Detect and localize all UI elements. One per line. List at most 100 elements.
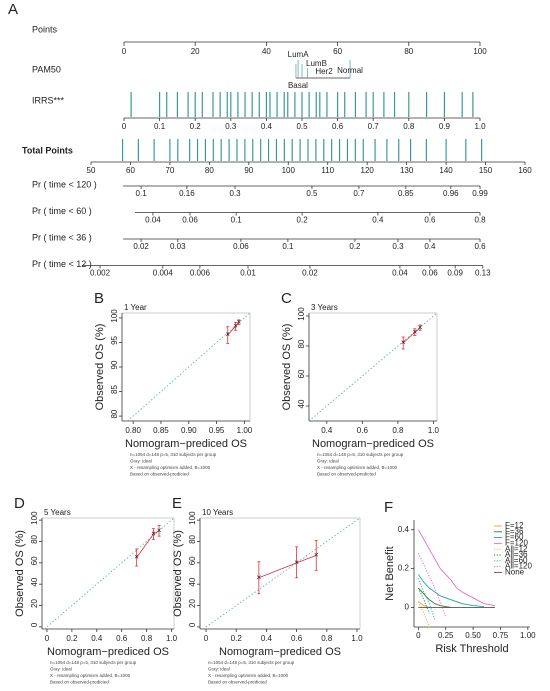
tick-label: 60 [333, 47, 342, 56]
y-tick-label: 90 [110, 360, 119, 369]
tick-label: 0.13 [475, 269, 491, 278]
level-label: LumA [288, 50, 310, 59]
note: X - resampling optimism added, B=1000 [50, 673, 131, 678]
tick-label: 0.3 [225, 122, 237, 131]
dca-line [417, 529, 496, 607]
y-tick-label: 0.2 [398, 564, 410, 573]
x-tick-label: 1.0 [428, 426, 440, 435]
tick-label: 0.8 [474, 216, 486, 225]
tick-label: 0.9 [439, 122, 451, 131]
point-mark: × [294, 558, 299, 567]
x-tick-label: 0 [204, 634, 209, 643]
tick-label: 20 [191, 47, 200, 56]
x-tick-label: 0.2 [231, 634, 243, 643]
note: Gray: ideal [130, 459, 152, 464]
legend-label: F=12 [505, 521, 524, 530]
x-tick-label: 0.2 [66, 634, 78, 643]
panel-letter: F [384, 499, 393, 516]
legend-label: All=12 [505, 544, 528, 553]
row-label: Pr ( time < 60 ) [32, 206, 92, 216]
tick-label: 80 [205, 166, 214, 175]
legend-label: All=120 [505, 562, 532, 571]
x-axis-label: Nomogram−prediced OS [219, 646, 341, 658]
point-mark: × [412, 328, 417, 337]
y-tick-label: 60 [30, 556, 39, 565]
x-tick-label: 0.4 [321, 426, 333, 435]
tick-label: 50 [87, 166, 96, 175]
tick-label: 0.1 [136, 189, 148, 198]
note: n=1054 d=148 p=5, 310 subjects per group [208, 660, 295, 665]
point-mark: × [401, 338, 406, 347]
y-tick-label: 40 [297, 399, 306, 408]
point-mark: × [134, 553, 139, 562]
x-axis-label: Nomogram−prediced OS [125, 438, 247, 450]
x-axis-label: Risk Threshold [435, 643, 508, 655]
tick-label: 0.006 [190, 269, 211, 278]
note: X - resampling optimism added, B=1000 [317, 465, 398, 470]
y-axis-label: Observed OS (%) [14, 530, 26, 617]
level-label: Normal [337, 66, 363, 75]
panel-letter: A [8, 1, 18, 18]
point-mark: × [418, 323, 423, 332]
note: Based on observed-predicted [50, 680, 109, 685]
x-tick-label: 1.00 [520, 631, 536, 640]
tick-label: 0.5 [296, 122, 308, 131]
tick-label: 70 [165, 166, 174, 175]
y-axis-label: Observed OS (%) [172, 530, 184, 617]
tick-label: 0.02 [302, 269, 318, 278]
panel-subtitle: 3 Years [311, 303, 338, 312]
panel-letter: C [281, 290, 292, 307]
x-tick-label: 0 [416, 631, 421, 640]
tick-label: 0.96 [443, 189, 459, 198]
tick-label: 0.1 [282, 242, 294, 251]
tick-label: 0.2 [297, 216, 309, 225]
tick-label: 0.2 [349, 242, 361, 251]
y-tick-label: 0 [188, 622, 197, 627]
tick-label: 160 [518, 166, 532, 175]
dca-line [417, 587, 430, 614]
dca-line [417, 578, 436, 620]
row-label: Pr ( time < 12 ) [32, 259, 92, 269]
y-tick-label: 60 [297, 369, 306, 378]
tick-label: 0.04 [145, 216, 161, 225]
x-tick-label: 1.0 [166, 634, 178, 643]
note: Gray: ideal [50, 667, 72, 672]
point-mark: × [233, 321, 238, 330]
ideal-line [44, 517, 175, 630]
y-tick-label: 95 [110, 335, 119, 344]
panel-subtitle: 10 Years [202, 508, 233, 517]
tick-label: 0.7 [353, 189, 365, 198]
y-axis-label: Observed OS (%) [281, 324, 293, 411]
note: X - resampling optimism added, B=1000 [208, 673, 289, 678]
tick-label: 0.02 [133, 242, 149, 251]
y-tick-label: 100 [30, 511, 39, 525]
note: X - resampling optimism added, B=1000 [130, 465, 211, 470]
x-tick-label: 0 [45, 634, 50, 643]
x-tick-label: 0.4 [261, 634, 273, 643]
tick-label: 0.4 [261, 122, 273, 131]
y-tick-label: 80 [188, 534, 197, 543]
x-tick-label: 0.25 [438, 631, 454, 640]
y-axis-label: Observed OS (%) [94, 324, 106, 411]
legend-label: All=60 [505, 556, 528, 565]
point-mark: × [157, 526, 162, 535]
ideal-line [202, 517, 361, 630]
tick-label: 40 [262, 47, 271, 56]
tick-label: 0.1 [154, 122, 166, 131]
tick-label: 100 [473, 47, 487, 56]
note: Gray: ideal [317, 459, 339, 464]
tick-label: 0.1 [231, 216, 243, 225]
tick-label: 0 [122, 122, 127, 131]
x-tick-label: 0.6 [357, 426, 369, 435]
tick-label: 0.06 [182, 216, 198, 225]
tick-label: 0.16 [179, 189, 195, 198]
y-axis-label: Net Benefit [384, 546, 396, 600]
level-label: Her2 [315, 67, 333, 76]
tick-label: 0.2 [190, 122, 202, 131]
point-mark: × [314, 550, 319, 559]
legend-label: None [505, 568, 525, 577]
x-tick-label: 0.95 [209, 426, 225, 435]
x-tick-label: 0.90 [181, 426, 197, 435]
tick-label: 0.6 [424, 216, 436, 225]
